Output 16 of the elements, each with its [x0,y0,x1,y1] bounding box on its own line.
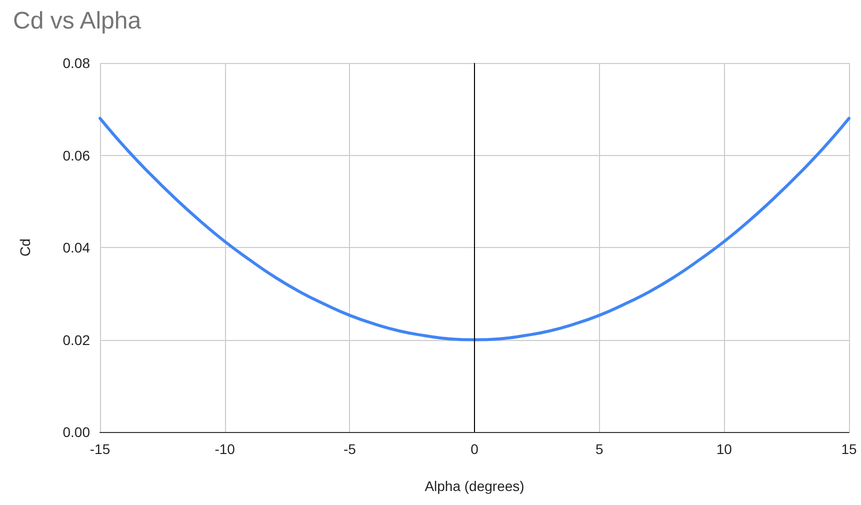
y-axis-title: Cd [17,238,33,256]
x-axis-title: Alpha (degrees) [424,478,524,494]
y-tick-label: 0.02 [62,332,90,348]
line-series [98,116,850,342]
x-tick-label: -15 [90,441,110,457]
y-tick-label: 0.06 [62,147,90,164]
x-tick-label: -10 [214,441,236,457]
x-tick-label: -5 [343,441,356,457]
chart-title: Cd vs Alpha [13,8,142,34]
y-tick-label: 0.08 [62,55,90,71]
x-tick-label: 5 [595,441,604,457]
x-tick-label: 15 [841,441,857,457]
x-tick-label: 0 [470,441,479,457]
y-tick-label: 0.00 [62,424,90,440]
x-tick-label: 10 [716,441,732,457]
y-tick-label: 0.04 [62,240,90,256]
